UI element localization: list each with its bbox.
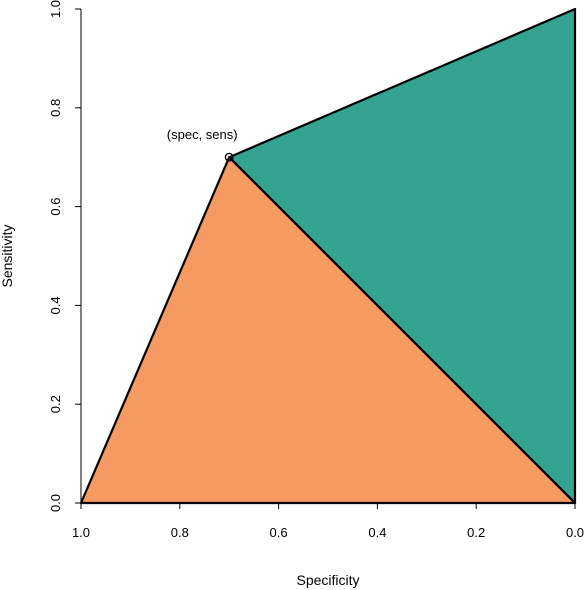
axes bbox=[80, 9, 575, 504]
x-ticks: 1.0 0.8 0.6 0.4 0.2 0.0 bbox=[72, 503, 584, 540]
region-2-outline bbox=[228, 7, 577, 505]
x-tick-label: 0.0 bbox=[566, 525, 584, 540]
y-tick-label: 0.6 bbox=[48, 198, 63, 216]
y-ticks: 0.0 0.2 0.4 0.6 0.8 1.0 bbox=[48, 0, 81, 512]
y-tick-label: 0.0 bbox=[48, 494, 63, 512]
x-tick-label: 1.0 bbox=[72, 525, 90, 540]
x-tick-label: 0.8 bbox=[171, 525, 189, 540]
y-tick-label: 0.4 bbox=[48, 296, 63, 314]
x-tick-label: 0.2 bbox=[467, 525, 485, 540]
y-tick-label: 0.8 bbox=[48, 99, 63, 117]
operating-point-layer: (spec, sens) bbox=[167, 127, 238, 162]
x-tick-label: 0.4 bbox=[368, 525, 386, 540]
y-tick-label: 0.2 bbox=[48, 395, 63, 413]
y-axis-title: Sensitivity bbox=[0, 224, 15, 287]
x-axis-title: Specificity bbox=[296, 572, 359, 588]
x-tick-label: 0.6 bbox=[270, 525, 288, 540]
y-tick-label: 1.0 bbox=[48, 0, 63, 18]
operating-point-marker bbox=[224, 152, 234, 162]
operating-point-label: (spec, sens) bbox=[167, 127, 238, 142]
